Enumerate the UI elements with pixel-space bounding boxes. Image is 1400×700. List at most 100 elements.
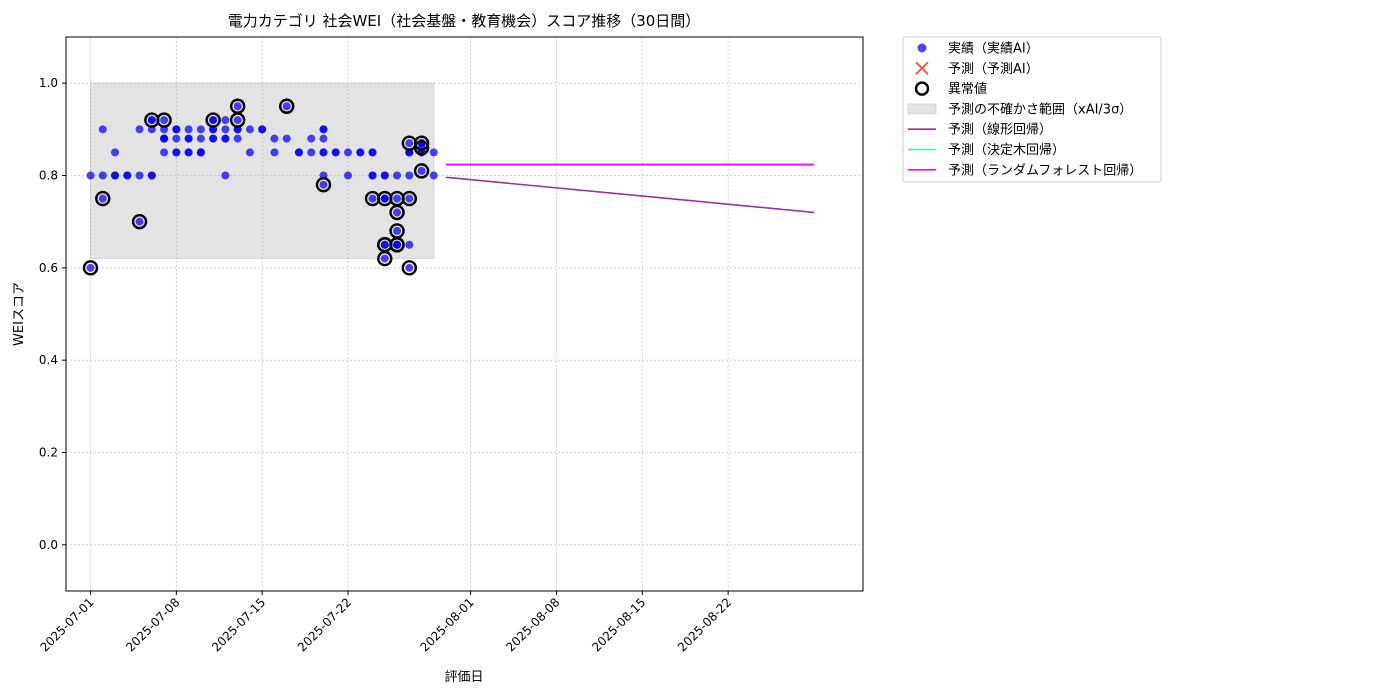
data-point <box>319 125 328 134</box>
data-point <box>147 116 156 125</box>
y-tick-label: 0.6 <box>39 261 58 275</box>
data-point <box>196 125 205 134</box>
anomaly-marker <box>82 260 99 276</box>
anomaly-marker <box>413 135 430 151</box>
x-axis-title: 評価日 <box>444 670 483 685</box>
anomaly-marker <box>389 204 405 221</box>
y-axis-title: WEIスコア <box>12 282 27 346</box>
anomaly-marker <box>413 163 430 179</box>
data-point <box>135 125 144 134</box>
anomaly-marker <box>279 98 295 114</box>
anomaly-marker <box>401 260 418 276</box>
anomaly-marker <box>205 112 221 128</box>
data-point <box>221 134 230 143</box>
data-point <box>233 102 242 111</box>
legend-marker <box>907 103 937 115</box>
legend-label: 予測（ランダムフォレスト回帰） <box>948 162 1142 178</box>
series-line <box>446 176 815 214</box>
data-point <box>405 240 414 249</box>
data-point <box>393 226 402 235</box>
y-tick-label: 1.0 <box>39 76 58 90</box>
data-point <box>393 194 402 203</box>
data-point <box>98 171 107 180</box>
legend-label: 予測（線形回帰） <box>948 122 1052 138</box>
data-point <box>221 125 230 134</box>
data-point <box>393 208 402 217</box>
legend-marker <box>917 43 927 53</box>
data-point <box>331 148 340 157</box>
data-point <box>233 116 242 125</box>
data-point <box>380 171 389 180</box>
data-point <box>160 134 169 143</box>
data-point <box>393 240 402 249</box>
data-point <box>86 263 95 272</box>
data-point <box>393 171 402 180</box>
anomaly-marker <box>229 112 246 128</box>
data-point <box>405 194 414 203</box>
x-tick-label: 2025-08-01 <box>418 595 477 654</box>
x-tick-label: 2025-07-01 <box>37 595 96 654</box>
legend-label: 異常値 <box>948 81 987 97</box>
legend-label: 実績（実績AI） <box>948 41 1039 57</box>
data-point <box>405 263 414 272</box>
data-point <box>209 116 218 125</box>
legend-label: 予測（決定木回帰） <box>948 142 1065 158</box>
data-point <box>307 134 316 143</box>
anomaly-marker <box>315 177 332 193</box>
data-point <box>270 134 279 143</box>
anomaly-marker <box>401 190 418 207</box>
data-point <box>294 148 303 157</box>
anomaly-marker <box>131 213 148 230</box>
legend-marker <box>914 81 930 96</box>
legend-marker <box>915 61 929 75</box>
data-point <box>98 194 107 203</box>
data-point <box>233 134 242 143</box>
y-tick-label: 0.4 <box>39 353 58 367</box>
data-point <box>429 148 438 157</box>
legend-label: 予測（予測AI） <box>948 62 1039 77</box>
x-tick-label: 2025-08-15 <box>589 595 648 654</box>
data-point <box>417 166 426 175</box>
data-point <box>184 125 193 134</box>
x-tick-label: 2025-07-15 <box>209 595 268 654</box>
legend-frame <box>902 36 1162 183</box>
plot-frame <box>65 36 864 592</box>
data-point <box>111 148 120 157</box>
data-point <box>282 102 291 111</box>
uncertainty-band <box>90 82 435 260</box>
data-point <box>196 148 205 157</box>
data-point <box>135 217 144 226</box>
data-point <box>429 171 438 180</box>
data-point <box>368 148 377 157</box>
data-point <box>123 171 132 180</box>
data-point <box>221 171 230 180</box>
data-point <box>196 134 205 143</box>
y-tick-label: 0.8 <box>39 169 58 183</box>
anomaly-marker <box>413 140 430 156</box>
data-point <box>221 116 230 125</box>
data-point <box>147 171 156 180</box>
data-point <box>270 148 279 157</box>
data-point <box>209 134 218 143</box>
data-point <box>380 194 389 203</box>
x-tick-label: 2025-07-22 <box>295 595 354 654</box>
data-point <box>282 134 291 143</box>
data-point <box>160 116 169 125</box>
legend-label: 予測の不確かさ範囲（xAI/3σ） <box>948 101 1132 117</box>
data-point <box>405 171 414 180</box>
data-point <box>356 148 365 157</box>
x-tick-label: 2025-08-08 <box>503 595 562 654</box>
data-point <box>172 148 181 157</box>
data-point <box>245 125 254 134</box>
anomaly-marker <box>95 190 111 207</box>
data-point <box>307 148 316 157</box>
data-point <box>111 171 120 180</box>
data-point <box>184 148 193 157</box>
data-point <box>86 171 95 180</box>
data-point <box>245 148 254 157</box>
chart-title: 電力カテゴリ 社会WEI（社会基盤・教育機会）スコア推移（30日間） <box>228 12 701 30</box>
anomaly-marker <box>389 223 405 239</box>
x-tick-label: 2025-08-22 <box>675 595 734 654</box>
